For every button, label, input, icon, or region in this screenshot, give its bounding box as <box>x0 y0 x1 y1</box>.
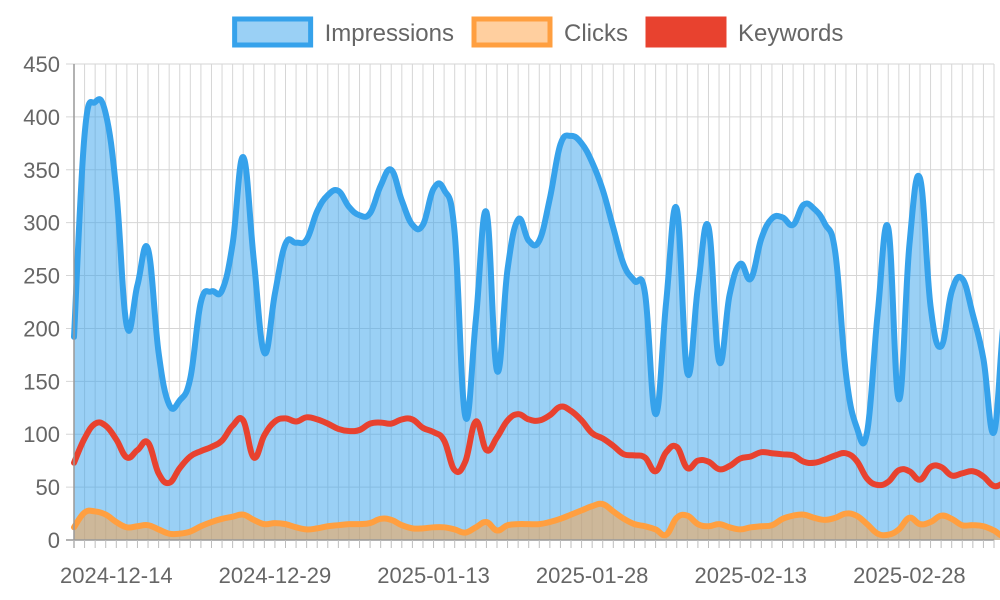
y-tick-label: 50 <box>36 475 60 500</box>
legend[interactable]: Impressions Clicks Keywords <box>232 16 844 48</box>
y-axis-ticks: 0 50 100 150 200 250 300 350 400 450 <box>23 52 60 553</box>
x-tick-label: 2025-02-13 <box>695 563 808 588</box>
x-axis-ticks: 2024-12-14 2024-12-29 2025-01-13 2025-01-28… <box>60 540 995 588</box>
y-tick-label: 100 <box>23 422 60 447</box>
legend-label-clicks: Clicks <box>564 20 628 47</box>
legend-item-keywords[interactable]: Keywords <box>645 16 843 48</box>
y-tick-label: 0 <box>48 528 60 553</box>
line-clicks <box>71 500 1000 539</box>
y-tick-label: 350 <box>23 158 60 183</box>
y-tick-label: 400 <box>23 105 60 130</box>
legend-swatch-clicks <box>471 16 553 48</box>
y-tick-label: 450 <box>23 52 60 77</box>
y-tick-label: 200 <box>23 316 60 341</box>
x-tick-label: 2024-12-14 <box>60 563 173 588</box>
series-lines <box>71 96 1000 539</box>
legend-item-impressions[interactable]: Impressions <box>232 16 454 48</box>
x-tick-label: 2024-12-29 <box>219 563 332 588</box>
axes <box>66 64 994 548</box>
y-tick-label: 250 <box>23 264 60 289</box>
y-tick-label: 150 <box>23 369 60 394</box>
legend-swatch-keywords <box>645 16 727 48</box>
area-impressions <box>74 99 1000 540</box>
y-tick-label: 300 <box>23 211 60 236</box>
legend-label-keywords: Keywords <box>738 20 843 47</box>
x-tick-label: 2025-02-28 <box>853 563 966 588</box>
legend-swatch-impressions <box>232 16 314 48</box>
legend-item-clicks[interactable]: Clicks <box>471 16 628 48</box>
x-tick-label: 2025-01-28 <box>536 563 649 588</box>
line-keywords <box>71 403 1000 490</box>
legend-label-impressions: Impressions <box>325 20 454 47</box>
x-tick-label: 2025-01-13 <box>377 563 490 588</box>
line-impressions <box>71 96 1000 447</box>
